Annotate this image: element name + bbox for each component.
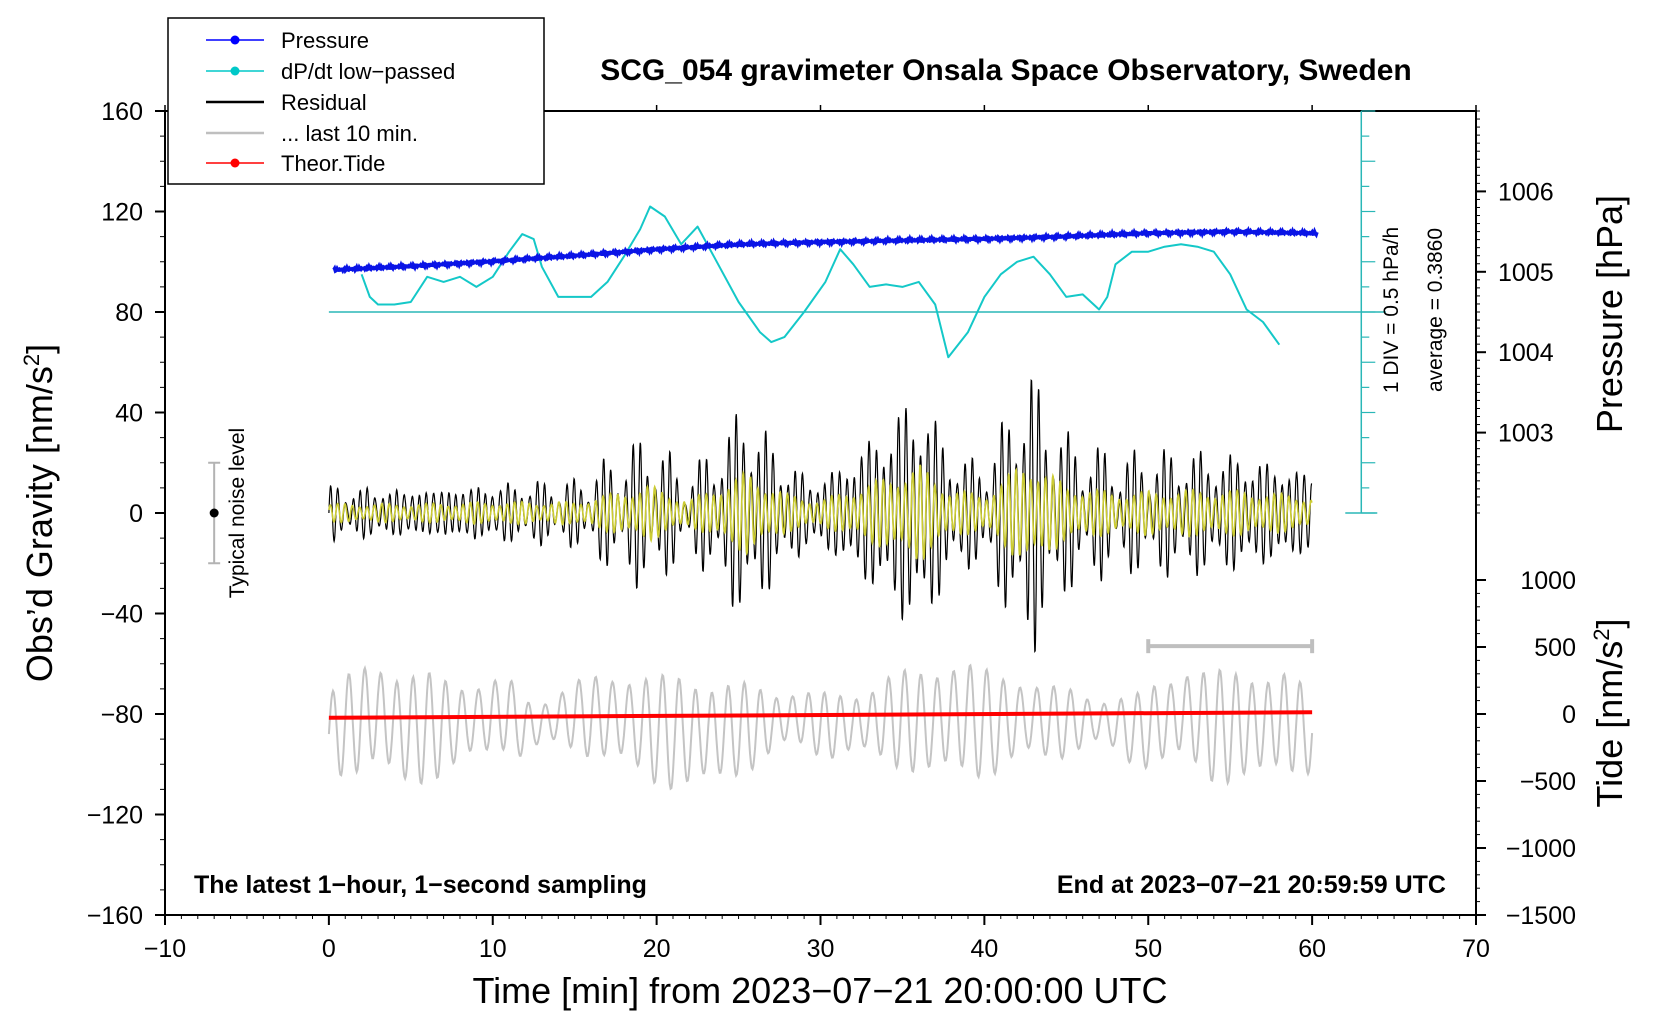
tide-tick-label: −1000 [1506, 835, 1576, 863]
legend-label-pressure: Pressure [281, 28, 369, 53]
y-tick-label: 80 [115, 299, 143, 327]
x-tick-label: 20 [643, 935, 671, 963]
dpdt-series-line [360, 205, 1281, 359]
left-axis-label-main: Obs’d Gravity [nm/s [19, 366, 60, 682]
tide-axis-label-sup: 2 [1589, 629, 1614, 641]
last10-series-line [327, 663, 1314, 791]
legend-marker-tide [230, 158, 240, 168]
legend-marker-dpdt [230, 66, 240, 76]
sampling-note: The latest 1−hour, 1−second sampling [194, 871, 647, 899]
legend-label-dpdt: dP/dt low−passed [281, 59, 455, 84]
tide-axis-label-main: Tide [nm/s [1589, 641, 1630, 808]
legend-entry-tide: Theor.Tide [206, 151, 385, 176]
y-tick-label: −40 [101, 601, 143, 629]
x-tick-label: 40 [970, 935, 998, 963]
legend-entry-last10: ... last 10 min. [206, 121, 418, 146]
tide-tick-label: 0 [1562, 701, 1576, 729]
y-tick-label: 120 [101, 199, 143, 227]
x-tick-label: 70 [1462, 935, 1490, 963]
y-tick-label: −160 [87, 902, 143, 930]
y-tick-label: 160 [101, 98, 143, 126]
x-tick-label: 50 [1134, 935, 1162, 963]
x-tick-label: −10 [144, 935, 186, 963]
tide-axis-label-end: ] [1589, 619, 1630, 629]
y-tick-label: 40 [115, 400, 143, 428]
tide-tick-label: 500 [1534, 634, 1576, 662]
x-tick-label: 30 [807, 935, 835, 963]
y-tick-label: −120 [87, 802, 143, 830]
tide-axis-label: Tide [nm/s2] [1589, 619, 1630, 808]
tide-tick-label: −500 [1520, 768, 1576, 796]
noise-level-label: Typical noise level [226, 428, 249, 598]
chart-title: SCG_054 gravimeter Onsala Space Observat… [600, 54, 1412, 87]
y-tick-label: −80 [101, 701, 143, 729]
dpdt-average-label: average = 0.3860 [1424, 228, 1447, 392]
tide-tick-label: −1500 [1506, 902, 1576, 930]
legend-entry-pressure: Pressure [206, 28, 369, 53]
tide-series-line [328, 710, 1313, 720]
chart-annotations [208, 461, 1315, 654]
left-axis-label-end: ] [19, 344, 60, 354]
dpdt-scale-label: 1 DIV = 0.5 hPa/h [1380, 227, 1403, 393]
tide-tick-label: 1000 [1520, 567, 1576, 595]
pressure-tick-label: 1006 [1498, 178, 1554, 206]
pressure-series-line [332, 225, 1319, 275]
left-axis-label-sup: 2 [19, 354, 44, 366]
left-axis-label: Obs’d Gravity [nm/s2] [19, 344, 60, 682]
pressure-tick-label: 1005 [1498, 259, 1554, 287]
legend-entry-residual: Residual [206, 90, 367, 115]
pressure-axis-label: Pressure [hPa] [1589, 195, 1630, 433]
y-tick-label: 0 [129, 500, 143, 528]
noise-bar-center [209, 508, 219, 518]
legend-label-last10: ... last 10 min. [281, 121, 418, 146]
axis-ticks: −10 0 10 20 30 40 50 60 70 −160 −120 −80 −40 0 40 80 120… [87, 98, 1576, 963]
end-time-note: End at 2023−07−21 20:59:59 UTC [1057, 871, 1446, 899]
legend: Pressure dP/dt low−passed Residual ... l… [167, 17, 545, 185]
data-series [327, 110, 1386, 791]
x-tick-label: 10 [479, 935, 507, 963]
x-tick-label: 60 [1298, 935, 1326, 963]
legend-entry-dpdt: dP/dt low−passed [206, 59, 455, 84]
legend-marker-pressure [230, 35, 240, 45]
filtered-residual-line [328, 464, 1313, 561]
legend-label-tide: Theor.Tide [281, 151, 385, 176]
pressure-tick-label: 1004 [1498, 339, 1554, 367]
x-axis-label: Time [min] from 2023−07−21 20:00:00 UTC [472, 970, 1167, 1011]
pressure-tick-label: 1003 [1498, 420, 1554, 448]
legend-label-residual: Residual [281, 90, 367, 115]
x-tick-label: 0 [322, 935, 336, 963]
